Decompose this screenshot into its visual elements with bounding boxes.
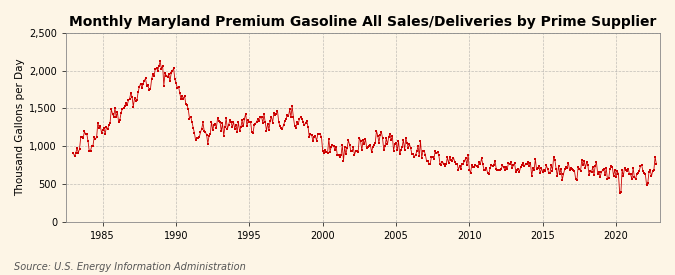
Text: Source: U.S. Energy Information Administration: Source: U.S. Energy Information Administ… bbox=[14, 262, 245, 272]
Y-axis label: Thousand Gallons per Day: Thousand Gallons per Day bbox=[15, 59, 25, 196]
Title: Monthly Maryland Premium Gasoline All Sales/Deliveries by Prime Supplier: Monthly Maryland Premium Gasoline All Sa… bbox=[70, 15, 657, 29]
